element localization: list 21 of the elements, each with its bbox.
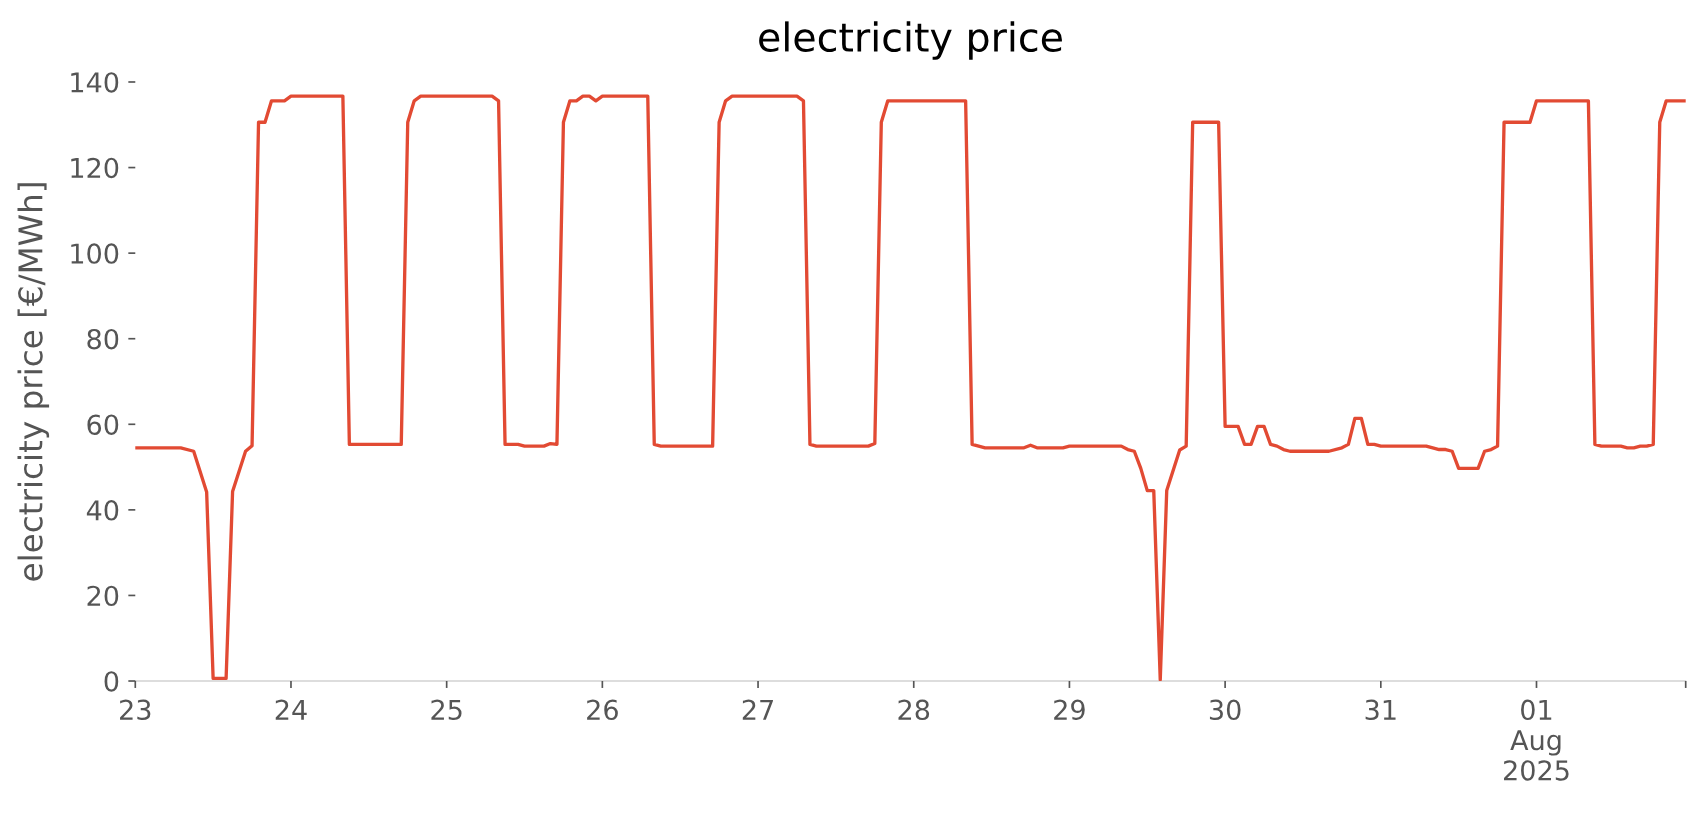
y-tick-label: 0 [104, 671, 119, 692]
x-tick-label: 31 [1365, 699, 1396, 721]
y-tick-label: 80 [87, 328, 119, 350]
line-series [135, 94, 1686, 682]
chart-title: electricity price [759, 21, 1062, 60]
x-tick-label: 30 [1209, 699, 1241, 721]
x-tick-label: 26 [587, 699, 618, 721]
x-tick-label: 27 [742, 699, 773, 720]
y-tick-label: 40 [86, 500, 119, 521]
y-tick-label: 100 [71, 243, 119, 264]
x-tick-label: 25 [431, 699, 462, 721]
y-tick-label: 60 [87, 414, 119, 435]
y-tick-label: 120 [71, 157, 119, 179]
y-axis-title: electricity price [€/MWh] [17, 183, 50, 581]
y-tick-label: 140 [71, 72, 119, 93]
x-tick-label: 23 [120, 699, 151, 721]
x-tick-label: 24 [275, 699, 307, 720]
x-tick-label: 29 [1054, 699, 1085, 721]
x-tick-label: 28 [898, 699, 930, 721]
y-tick-label: 20 [87, 585, 119, 607]
x-tick-label: 01 Aug 2025 [1504, 699, 1569, 781]
